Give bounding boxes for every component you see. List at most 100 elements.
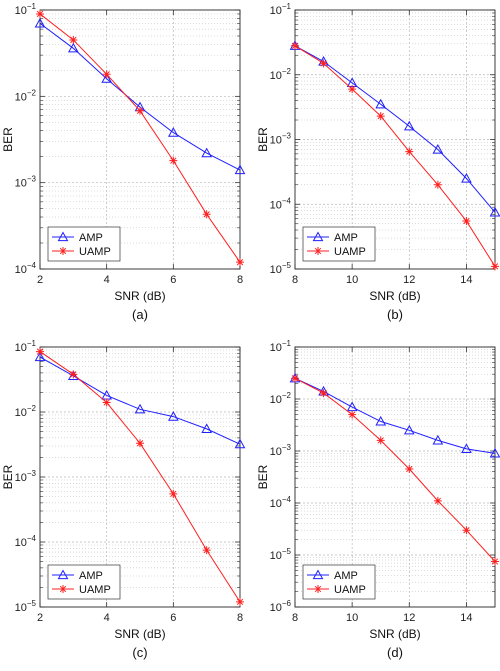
x-tick-label: 14 [460,274,472,286]
point-uamp [491,557,499,566]
point-amp [432,144,444,154]
point-uamp [169,156,178,165]
point-amp [403,424,415,435]
x-tick-label: 12 [403,612,415,624]
x-tick-label: 8 [292,612,298,624]
x-tick-label: 10 [346,612,358,624]
x-tick-label: 8 [237,612,243,624]
x-tick-label: 10 [346,274,358,286]
x-tick-label: 4 [104,274,110,286]
point-amp [201,147,213,158]
point-amp [403,120,415,131]
legend-marker [314,247,322,255]
point-amp [234,438,246,449]
legend-marker [312,569,324,580]
series-line-uamp [294,377,496,562]
x-tick-label: 2 [37,612,43,624]
point-amp [234,164,246,175]
x-tick-label: 6 [170,612,176,624]
point-uamp [433,496,442,505]
point-amp [461,443,472,453]
point-uamp [36,9,44,18]
x-tick-label: 6 [170,274,176,286]
series-line-uamp [294,45,496,267]
legend-entry-amp: AMP [79,570,103,582]
legend-entry-uamp: UAMP [79,246,111,258]
axes-box [39,9,241,270]
legend-marker [59,585,67,593]
point-amp [134,403,146,414]
x-tick-label: 4 [104,612,110,624]
legend-entry-amp: AMP [79,232,103,244]
point-uamp [405,147,414,156]
point-amp [432,434,444,445]
y-tick-label: 10−1 [270,339,292,354]
plot-area [40,10,240,269]
point-uamp [136,439,144,448]
y-tick-label: 10−2 [270,67,292,82]
panel-caption: (b) [387,307,403,322]
legend-marker [312,231,324,242]
y-tick-label: 10−4 [15,534,37,549]
point-amp [201,423,213,433]
legend-marker [59,247,67,255]
point-uamp [291,41,299,50]
x-axis-label: SNR (dB) [114,627,165,641]
y-tick-label: 10−3 [15,469,37,484]
y-tick-label: 10−5 [270,261,292,276]
x-axis-label: SNR (dB) [369,627,420,641]
point-amp [167,411,179,421]
point-uamp [433,180,442,189]
point-uamp [462,217,471,226]
legend-box [47,564,121,600]
x-axis-label: SNR (dB) [114,289,165,303]
y-tick-label: 10−2 [270,391,292,406]
panel-d: 10−6 10−5 10−4 10−3 10−2 10−1 8 10 12 14 SNR (dB) B… [256,339,500,660]
point-uamp [102,398,111,407]
point-amp [461,172,472,183]
point-uamp [69,35,78,44]
point-uamp [348,410,357,419]
y-tick-label: 10−5 [270,547,292,562]
y-axis-label: BER [256,127,270,152]
legend: AMP UAMP [302,564,376,600]
point-uamp [462,526,471,535]
point-amp [489,447,500,458]
legend-marker [314,585,322,593]
panel-b: 10−5 10−4 10−3 10−2 10−1 8 10 12 14 SNR (dB) BER (b… [256,2,500,322]
point-uamp [236,597,244,606]
y-tick-label: 10−1 [15,339,37,354]
point-uamp [319,389,328,398]
plot-area [295,347,495,607]
point-uamp [291,374,299,383]
y-tick-label: 10−5 [15,599,37,614]
point-amp [489,206,500,217]
x-tick-label: 8 [237,274,243,286]
x-tick-label: 14 [460,612,472,624]
legend-marker [57,569,69,580]
point-uamp [319,59,328,68]
y-tick-label: 10−3 [270,443,292,458]
point-uamp [348,85,357,94]
y-tick-label: 10−4 [270,196,292,211]
legend-box [302,226,376,262]
y-tick-label: 10−3 [15,175,37,190]
point-uamp [202,546,211,555]
axes-box [294,346,496,608]
y-tick-label: 10−3 [270,132,292,147]
point-uamp [169,489,178,498]
x-axis-label: SNR (dB) [369,289,420,303]
point-uamp [202,210,211,219]
point-amp [167,127,179,137]
legend-entry-uamp: UAMP [79,584,111,596]
point-uamp [376,436,385,445]
panel-c: 10−5 10−4 10−3 10−2 10−1 2 4 6 8 SNR (dB) BER (c) AM… [1,339,246,660]
x-tick-label: 12 [403,274,415,286]
legend-box [47,226,121,262]
panel-a: 10−4 10−3 10−2 10−1 2 4 6 8 SNR (dB) BER (a) AMP UAM… [1,2,246,322]
x-tick-label: 2 [37,274,43,286]
y-tick-label: 10−1 [270,2,292,17]
panel-caption: (d) [387,645,403,660]
point-amp [375,415,387,426]
